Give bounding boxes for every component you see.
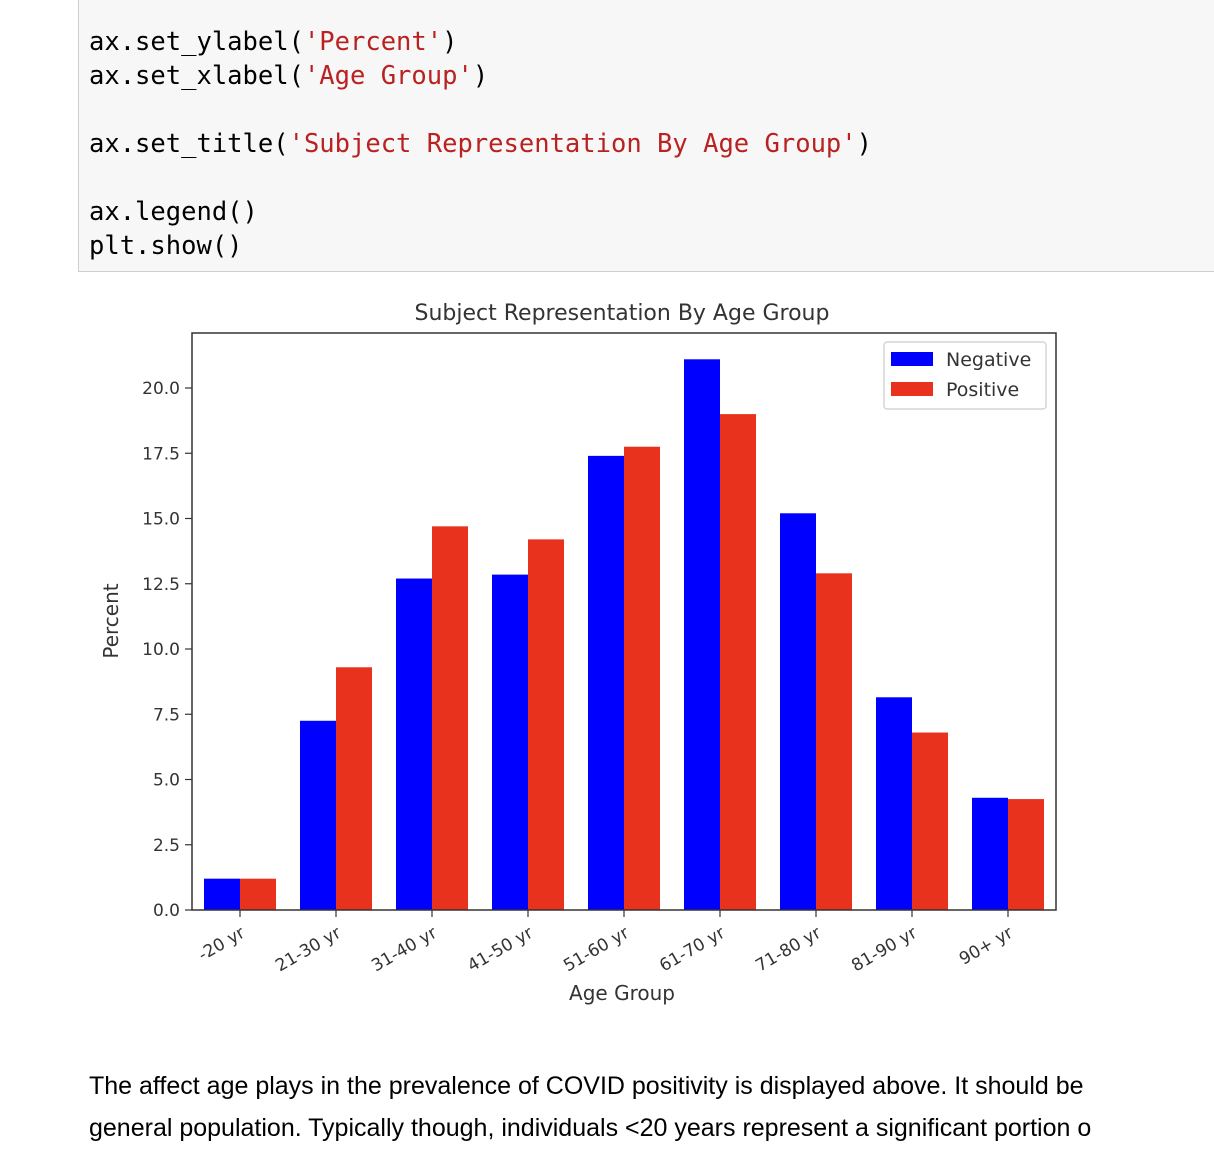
bar-chart: 0.0 2.5 5.0 7.5 10.0 12.5 15.0 17.5 20.0 -20 yr 2… [99, 301, 1057, 1005]
bar-positive-7 [912, 732, 948, 910]
x-tick-label: 21-30 yr [272, 923, 344, 976]
legend: Negative Positive [883, 341, 1047, 410]
y-axis-label: Percent [99, 583, 123, 658]
bar-positive-3 [528, 539, 564, 910]
code-cell[interactable]: ax.set_ylabel('Percent') ax.set_xlabel('… [78, 0, 1214, 272]
bar-positive-5 [720, 414, 756, 910]
y-tick-label: 7.5 [153, 705, 180, 725]
bar-negative-4 [588, 455, 624, 910]
prose-line: The affect age plays in the prevalence o… [89, 1072, 1084, 1100]
x-axis-label: Age Group [569, 981, 675, 1005]
bar-negative-0 [204, 878, 240, 910]
code-line: ax.legend() [89, 197, 258, 227]
bar-negative-2 [396, 578, 432, 910]
y-tick-label: 12.5 [142, 575, 180, 595]
bar-positive-0 [240, 878, 276, 910]
bar-positive-1 [336, 667, 372, 910]
chart-title: Subject Representation By Age Group [415, 301, 830, 326]
legend-label-negative: Negative [946, 349, 1031, 371]
prose-line: general population. Typically though, in… [89, 1114, 1092, 1142]
y-tick-label: 15.0 [142, 510, 180, 530]
y-tick-label: 17.5 [142, 444, 180, 464]
x-tick-label: 51-60 yr [560, 923, 632, 976]
x-tick-label: 41-50 yr [464, 923, 536, 976]
code-line: ax.set_xlabel('Age Group') [89, 61, 489, 91]
bar-negative-3 [492, 574, 528, 910]
code-line: ax.set_title('Subject Representation By … [89, 129, 872, 159]
code-line: ax.set_ylabel('Percent') [89, 27, 458, 57]
x-tick-label: 81-90 yr [848, 923, 920, 976]
legend-label-positive: Positive [946, 379, 1019, 401]
y-tick-label: 5.0 [153, 771, 180, 791]
bar-negative-8 [972, 797, 1008, 910]
legend-swatch-positive [891, 382, 933, 396]
bar-negative-1 [300, 720, 336, 910]
x-tick-label: 31-40 yr [368, 923, 440, 976]
bar-positive-6 [816, 573, 852, 910]
y-tick-label: 0.0 [153, 901, 180, 921]
y-tick-label: 20.0 [142, 379, 180, 399]
y-tick-label: 10.0 [142, 640, 180, 660]
bar-positive-4 [624, 446, 660, 910]
bar-positive-8 [1008, 799, 1044, 910]
bar-negative-7 [876, 697, 912, 910]
legend-swatch-negative [891, 352, 933, 366]
y-tick-label: 2.5 [153, 836, 180, 856]
bar-negative-6 [780, 513, 816, 910]
bar-positive-2 [432, 526, 468, 910]
x-tick-label: 90+ yr [956, 923, 1017, 969]
x-tick-label: -20 yr [195, 923, 249, 965]
bar-negative-5 [684, 359, 720, 910]
x-tick-label: 71-80 yr [752, 923, 824, 976]
code-line: plt.show() [89, 231, 243, 261]
x-tick-label: 61-70 yr [656, 923, 728, 976]
